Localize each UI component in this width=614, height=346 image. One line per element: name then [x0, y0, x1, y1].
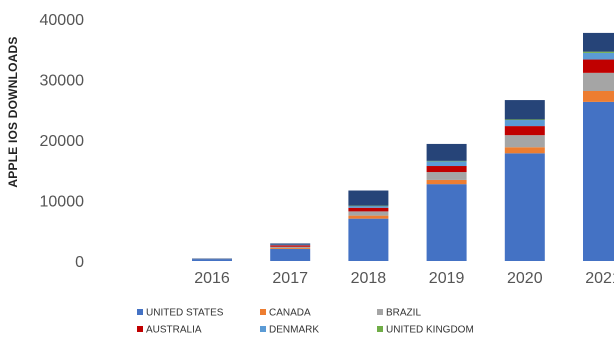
bar-segment	[426, 143, 467, 161]
bar-segment	[504, 100, 545, 120]
bar-segment	[270, 247, 311, 249]
legend-swatch	[260, 309, 266, 315]
legend-swatch	[377, 326, 383, 332]
y-axis-title: APPLE IOS DOWNLOADS	[6, 36, 20, 187]
legend-swatch	[137, 309, 143, 315]
bar-segment	[270, 244, 311, 246]
bar-segment	[583, 59, 614, 73]
bar-segment	[426, 160, 467, 162]
bar-segment	[426, 166, 467, 173]
y-tick-label: 0	[75, 254, 84, 271]
bar-segment	[270, 243, 311, 245]
y-tick-label: 30000	[40, 73, 85, 90]
y-tick-label: 40000	[40, 12, 85, 29]
bar-segment	[192, 259, 232, 261]
legend-label: UNITED KINGDOM	[386, 325, 474, 336]
bar-segment	[504, 147, 545, 154]
legend-label: DENMARK	[269, 325, 319, 336]
legend-label: UNITED STATES	[146, 308, 224, 319]
legend-label: CANADA	[269, 308, 311, 319]
x-tick-label: 2018	[351, 270, 387, 287]
bar-segment	[348, 205, 389, 207]
bar-segment	[426, 161, 467, 167]
legend-swatch	[377, 309, 383, 315]
bar-segment	[504, 126, 545, 136]
bar-segment	[504, 135, 545, 148]
bar-segment	[426, 179, 467, 185]
bar-segment	[504, 119, 545, 121]
bar-segment	[270, 246, 311, 248]
bar-segment	[348, 205, 389, 208]
bar-segment	[348, 218, 389, 261]
legend-label: AUSTRALIA	[146, 325, 202, 336]
bar-segment	[583, 52, 614, 60]
x-tick-label: 2021	[585, 270, 614, 287]
bar-segment	[583, 32, 614, 52]
y-tick-label: 10000	[40, 194, 85, 211]
bar-segment	[348, 190, 389, 206]
bar-segment	[583, 90, 614, 102]
y-axis-ticks: 0 10000 20000 30000 40000	[40, 12, 85, 271]
legend-swatch	[137, 326, 143, 332]
x-axis-ticks: 2016 2017 2018 2019 2020 2021	[194, 270, 614, 287]
legend-label: BRAZIL	[386, 308, 421, 319]
legend: UNITED STATES CANADA BRAZIL AUSTRALIA DENMAR…	[137, 308, 474, 336]
bar-segment	[348, 211, 389, 216]
bar-segment	[504, 120, 545, 127]
bar-segment	[348, 215, 389, 219]
bar-segment	[192, 258, 232, 260]
bar-segment	[348, 207, 389, 212]
bar-segment	[583, 51, 614, 53]
bar-segment	[504, 153, 545, 261]
legend-swatch	[260, 326, 266, 332]
x-tick-label: 2020	[507, 270, 543, 287]
bar-segment	[270, 245, 311, 247]
bar-stacks	[192, 32, 614, 261]
bar-segment	[583, 72, 614, 91]
y-tick-label: 20000	[40, 133, 85, 150]
x-tick-label: 2016	[194, 270, 230, 287]
bar-segment	[583, 101, 614, 261]
x-tick-label: 2017	[272, 270, 308, 287]
bar-segment	[426, 184, 467, 261]
bar-segment	[426, 172, 467, 180]
x-tick-label: 2019	[429, 270, 465, 287]
bar-segment	[270, 248, 311, 261]
